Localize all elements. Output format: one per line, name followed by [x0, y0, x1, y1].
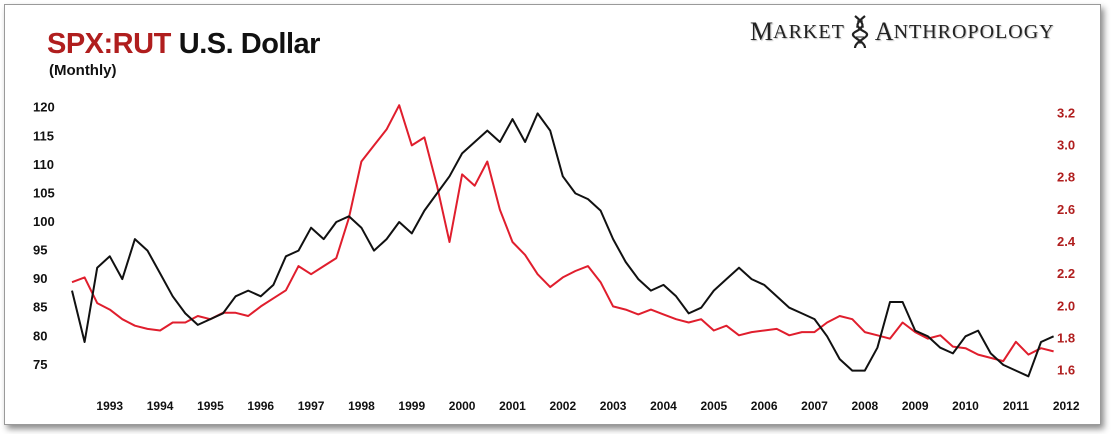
left-axis-tick-label: 75 — [33, 357, 47, 372]
right-axis-tick-label: 2.4 — [1057, 234, 1076, 249]
x-axis-tick-label: 1996 — [247, 399, 274, 413]
series-lines — [71, 104, 1055, 378]
x-axis-tick-label: 2005 — [700, 399, 727, 413]
x-axis-tick-label: 2011 — [1003, 399, 1029, 413]
left-axis-tick-label: 105 — [33, 185, 55, 200]
x-axis-tick-label: 2009 — [902, 399, 929, 413]
logo-arket: ARKET — [773, 20, 845, 43]
logo-m: M — [750, 17, 774, 46]
x-axis-tick-label: 2008 — [851, 399, 878, 413]
right-axis-tick-label: 3.0 — [1057, 137, 1075, 152]
x-axis-tick-label: 1999 — [398, 399, 425, 413]
x-axis-tick-label: 2010 — [952, 399, 979, 413]
x-axis-tick-label: 1997 — [298, 399, 325, 413]
x-axis-tick-label: 1993 — [96, 399, 123, 413]
right-axis: 1.6 1.8 2.0 2.2 2.4 2.6 2.8 3.0 3.2 — [1057, 105, 1076, 377]
right-axis-tick-label: 2.8 — [1057, 170, 1075, 185]
left-axis-tick-label: 90 — [33, 271, 47, 286]
right-axis-tick-label: 2.6 — [1057, 202, 1075, 217]
left-axis-tick-label: 95 — [33, 243, 47, 258]
x-axis-tick-label: 2003 — [600, 399, 627, 413]
spx-rut-series-line — [71, 104, 1054, 363]
logo-nthropology: NTHROPOLOGY — [893, 20, 1055, 43]
x-axis-tick-label: 1994 — [147, 399, 174, 413]
left-axis-tick-label: 115 — [33, 128, 54, 143]
right-axis-tick-label: 2.0 — [1057, 298, 1075, 313]
x-axis-tick-label: 2006 — [751, 399, 778, 413]
left-axis-tick-label: 85 — [33, 300, 47, 315]
title-spx-rut: SPX:RUT — [47, 28, 171, 60]
right-axis-tick-label: 1.6 — [1057, 363, 1075, 378]
x-axis-tick-label: 2001 — [499, 399, 526, 413]
left-axis-tick-label: 120 — [33, 100, 55, 115]
x-axis-tick-label: 2000 — [449, 399, 476, 413]
x-axis-tick-label: 2012 — [1053, 399, 1080, 413]
usd-series-line — [71, 112, 1055, 378]
left-axis-tick-label: 80 — [33, 328, 47, 343]
title-us-dollar: U.S. Dollar — [178, 28, 321, 60]
right-axis-tick-label: 2.2 — [1057, 266, 1075, 281]
x-axis-tick-label: 1998 — [348, 399, 375, 413]
x-axis-tick-label: 2007 — [801, 399, 828, 413]
left-axis-tick-label: 100 — [33, 214, 55, 229]
x-axis: 1993 1994 1995 1996 1997 1998 1999 2000 2001 2002… — [96, 399, 1079, 413]
x-axis-tick-label: 1995 — [197, 399, 224, 413]
left-axis-tick-label: 110 — [33, 157, 54, 172]
market-anthropology-logo: M ARKET A NTHROPOLOGY — [750, 14, 1055, 50]
dna-helix-icon — [851, 15, 868, 49]
logo-a: A — [874, 17, 894, 46]
chart-subtitle: (Monthly) — [49, 62, 117, 79]
chart-title: SPX:RUT U.S. Dollar — [47, 28, 320, 61]
x-axis-tick-label: 2002 — [549, 399, 576, 413]
right-axis-tick-label: 3.2 — [1057, 105, 1075, 120]
right-axis-tick-label: 1.8 — [1057, 331, 1075, 346]
chart-frame — [4, 4, 1101, 425]
left-axis: 75 80 85 90 95 100 105 110 115 120 — [33, 100, 55, 372]
x-axis-tick-label: 2004 — [650, 399, 677, 413]
